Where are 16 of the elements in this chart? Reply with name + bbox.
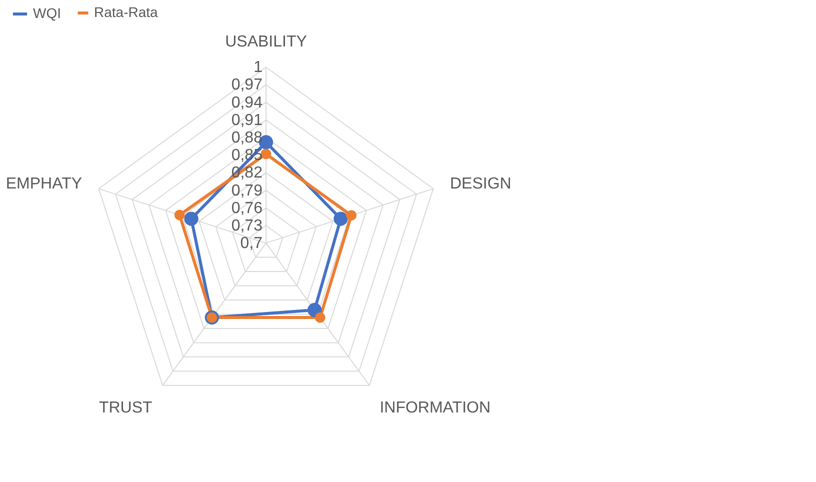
spoke-label: USABILITY — [225, 34, 308, 51]
y-tick-label: 0,97 — [231, 76, 263, 94]
spoke-label: EMPHATY — [6, 175, 82, 192]
y-tick-label: 0,88 — [231, 130, 263, 147]
y-tick-label: 0,91 — [231, 112, 263, 129]
y-tick-label: 0,7 — [240, 235, 263, 252]
legend-label: Rata-Rata — [94, 4, 158, 20]
spoke-label: TRUST — [98, 400, 153, 417]
y-tick-label: 1 — [254, 59, 263, 76]
legend-label: WQI — [33, 5, 61, 21]
y-tick-label: 0,79 — [231, 182, 263, 200]
y-tick-label: 0,73 — [231, 217, 263, 234]
y-tick-label: 0,76 — [231, 200, 263, 217]
spoke-label: DESIGN — [450, 175, 512, 192]
y-tick-label: 0,94 — [231, 94, 263, 112]
spoke-label: INFORMATION — [380, 400, 491, 417]
